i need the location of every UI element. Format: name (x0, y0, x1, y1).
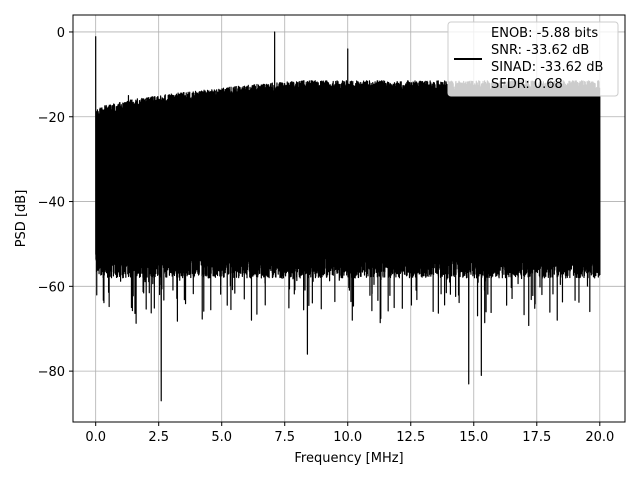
x-tick-label: 10.0 (333, 430, 362, 445)
x-axis-label: Frequency [MHz] (294, 451, 403, 466)
legend-entry-sfdr: SFDR: 0.68 (491, 77, 563, 92)
x-tick-label: 0.0 (85, 430, 106, 445)
y-tick-label: −80 (38, 365, 65, 380)
legend-entry-enob: ENOB: -5.88 bits (491, 26, 598, 41)
x-tick-label: 2.5 (148, 430, 169, 445)
legend-entry-sinad: SINAD: -33.62 dB (491, 60, 603, 75)
x-tick-label: 20.0 (585, 430, 614, 445)
plot-area (95, 31, 601, 402)
y-tick-label: −60 (38, 280, 65, 295)
x-axis-ticks: 0.0 2.5 5.0 7.5 10.0 12.5 15.0 17.5 20.0 (85, 422, 614, 445)
x-tick-label: 15.0 (459, 430, 488, 445)
axes-frame (72, 14, 626, 423)
y-tick-label: −20 (38, 111, 65, 126)
legend: ENOB: -5.88 bits SNR: -33.62 dB SINAD: -… (447, 21, 619, 97)
y-tick-label: 0 (57, 26, 65, 41)
psd-series-line (95, 31, 601, 402)
y-tick-label: −40 (38, 196, 65, 211)
x-tick-label: 17.5 (522, 430, 551, 445)
legend-box (447, 21, 619, 97)
x-tick-label: 12.5 (396, 430, 425, 445)
legend-entry-snr: SNR: -33.62 dB (491, 43, 589, 58)
x-tick-label: 7.5 (274, 430, 295, 445)
x-tick-label: 5.0 (211, 430, 232, 445)
y-axis-label: PSD [dB] (14, 190, 29, 248)
y-axis-ticks: 0 −20 −40 −60 −80 (38, 26, 73, 380)
